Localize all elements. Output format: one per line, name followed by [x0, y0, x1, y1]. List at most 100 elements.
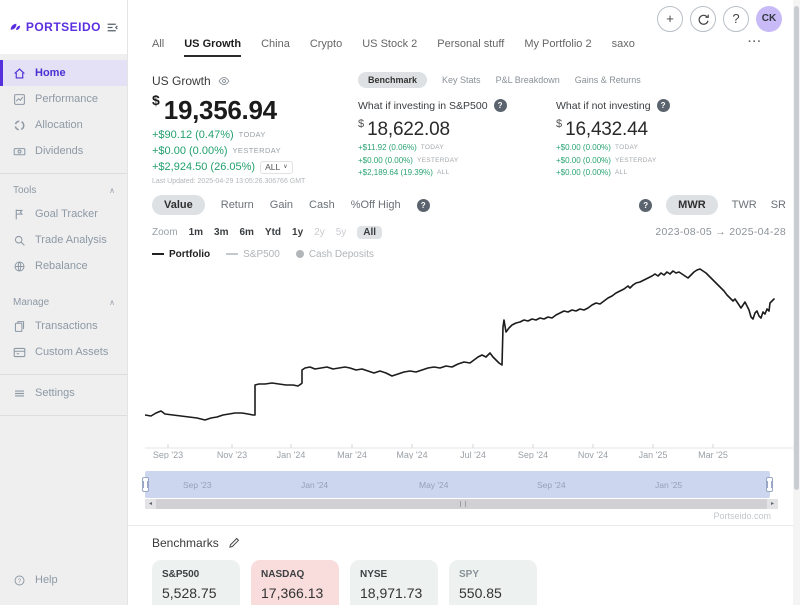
dividends-banknote-icon: [13, 147, 26, 155]
question-icon[interactable]: ?: [493, 99, 507, 112]
mode-twr[interactable]: TWR: [731, 199, 757, 211]
svg-text:May '24: May '24: [396, 450, 427, 459]
scroll-right-arrow-icon[interactable]: ▸: [767, 499, 778, 509]
scroll-left-arrow-icon[interactable]: ◂: [145, 499, 156, 509]
magnifier-icon: [14, 235, 25, 246]
zoom-ytd[interactable]: Ytd: [264, 226, 282, 238]
sidebar-section-manage[interactable]: Manage ∧: [13, 297, 115, 308]
question-icon[interactable]: ?: [416, 198, 430, 212]
return-mode-group: ? MWR TWR SR: [639, 195, 786, 215]
legend-portfolio[interactable]: Portfolio: [152, 249, 210, 260]
stat-tab-gains-returns[interactable]: Gains & Returns: [574, 75, 641, 85]
sidebar-section-tools[interactable]: Tools ∧: [13, 185, 115, 196]
main-content: + ? CK All US Growth China Crypto US Sto…: [128, 0, 800, 605]
date-range[interactable]: 2023-08-05 → 2025-04-28: [655, 226, 786, 238]
legend-sp500[interactable]: S&P500: [226, 249, 280, 260]
chart-range-navigator[interactable]: Sep '23 Jan '24 May '24 Sep '24 Jan '25: [142, 471, 773, 498]
stat-tabs: Benchmark Key Stats P&L Breakdown Gains …: [358, 72, 724, 88]
sidebar-item-custom-assets[interactable]: Custom Assets: [0, 339, 127, 365]
metric-tab-cash[interactable]: Cash: [309, 199, 335, 211]
brand-name: PORTSEIDO: [25, 20, 101, 34]
zoom-row: Zoom 1m 3m 6m Ytd 1y 2y 5y All 2023-08-0…: [152, 224, 786, 240]
sidebar-item-transactions[interactable]: Transactions: [0, 313, 127, 339]
question-icon[interactable]: ?: [656, 99, 670, 112]
benchmark-card[interactable]: NYSE 18,971.73 +71.93 (0.38%): [350, 560, 438, 605]
portfolio-chart-svg: Sep '23 Nov '23 Jan '24 Mar '24 May '24 Jul '…: [144, 268, 793, 460]
change-yesterday: +$0.00 (0.00%) YESTERDAY: [152, 145, 282, 157]
sidebar-collapse-icon[interactable]: [106, 21, 119, 34]
portfolio-summary: US Growth $19,356.94 +$90.12 (0.47%) TOD…: [152, 74, 357, 185]
legend-cash-deposits[interactable]: Cash Deposits: [295, 249, 374, 260]
stat-tab-benchmark[interactable]: Benchmark: [358, 72, 428, 88]
tab-us-stock-2[interactable]: US Stock 2: [362, 37, 418, 50]
eye-icon[interactable]: [218, 75, 230, 87]
benchmark-card[interactable]: S&P500 5,528.75 +3.54 (0.06%): [152, 560, 240, 605]
summary-section: US Growth $19,356.94 +$90.12 (0.47%) TOD…: [128, 64, 800, 185]
benchmarks-header: Benchmarks: [152, 535, 800, 551]
documents-icon: [14, 320, 25, 332]
stat-tab-key-stats[interactable]: Key Stats: [442, 75, 481, 85]
navigator-tick: Jan '24: [301, 480, 329, 490]
last-updated: Last Updated: 2025-04-29 13:05:26.306766…: [152, 178, 306, 185]
metric-tab-return[interactable]: Return: [220, 199, 254, 211]
tab-china[interactable]: China: [261, 37, 290, 50]
portfolio-tabs: All US Growth China Crypto US Stock 2 Pe…: [152, 34, 800, 60]
portfolio-title-row: US Growth: [152, 74, 357, 88]
sidebar-item-settings[interactable]: Settings: [0, 380, 127, 406]
metric-tab-gain[interactable]: Gain: [269, 199, 294, 211]
tab-personal-stuff[interactable]: Personal stuff: [437, 37, 505, 50]
refresh-button[interactable]: [690, 6, 716, 32]
stat-tab-pl-breakdown[interactable]: P&L Breakdown: [495, 75, 560, 85]
metric-tab-value[interactable]: Value: [152, 195, 205, 215]
help-button[interactable]: ?: [723, 6, 749, 32]
watermark: Portseido.com: [713, 511, 771, 521]
sidebar-item-help[interactable]: ? Help: [0, 567, 127, 593]
tab-all[interactable]: All: [152, 37, 165, 50]
change-all: +$2,924.50 (26.05%) ALL ∨: [152, 160, 357, 174]
tab-saxo[interactable]: saxo: [611, 37, 635, 50]
tabs-overflow-icon[interactable]: ···: [748, 36, 762, 48]
zoom-all[interactable]: All: [357, 225, 383, 239]
zoom-1m[interactable]: 1m: [188, 226, 204, 238]
sidebar-item-trade-analysis[interactable]: Trade Analysis: [0, 227, 127, 253]
allocation-donut-icon: [14, 120, 25, 130]
tab-us-growth[interactable]: US Growth: [184, 38, 242, 57]
what-if-sp500-value: $18,622.08: [358, 118, 450, 140]
chevron-down-icon: ∨: [283, 164, 288, 170]
scrollbar-thumb[interactable]: [156, 499, 767, 509]
portfolio-chart[interactable]: Sep '23 Nov '23 Jan '24 Mar '24 May '24 Jul '…: [144, 263, 793, 460]
edit-pencil-icon[interactable]: [228, 537, 240, 549]
navigator-right-handle[interactable]: [766, 477, 773, 492]
period-dropdown[interactable]: ALL ∨: [260, 160, 293, 174]
tab-my-portfolio-2[interactable]: My Portfolio 2: [524, 37, 592, 50]
benchmark-cards: S&P500 5,528.75 +3.54 (0.06%) NASDAQ 17,…: [152, 560, 800, 605]
what-if-row: What if investing in S&P500 ? $18,622.08…: [358, 99, 724, 179]
question-icon[interactable]: ?: [639, 198, 653, 212]
metric-tabs-row: Value Return Gain Cash %Off High ? ? MWR…: [152, 194, 786, 216]
add-portfolio-button[interactable]: +: [657, 6, 683, 32]
sidebar-item-home[interactable]: Home: [0, 60, 127, 86]
svg-text:Jan '24: Jan '24: [277, 450, 306, 459]
tab-crypto[interactable]: Crypto: [309, 37, 343, 50]
avatar[interactable]: CK: [756, 6, 782, 32]
dot-swatch: [295, 250, 304, 258]
benchmark-card[interactable]: SPY 550.85 +0.21 (0.04%): [449, 560, 537, 605]
sidebar-item-goal-tracker[interactable]: Goal Tracker: [0, 201, 127, 227]
sidebar-item-rebalance[interactable]: Rebalance: [0, 253, 127, 279]
performance-chart-icon: [14, 93, 25, 105]
svg-text:Mar '25: Mar '25: [698, 450, 728, 459]
sidebar-item-dividends[interactable]: Dividends: [0, 138, 127, 164]
zoom-1y[interactable]: 1y: [292, 226, 304, 238]
navigator-left-handle[interactable]: [142, 477, 149, 492]
sidebar-item-allocation[interactable]: Allocation: [0, 112, 127, 138]
zoom-6m[interactable]: 6m: [239, 226, 254, 238]
mode-sr[interactable]: SR: [770, 199, 786, 211]
zoom-3m[interactable]: 3m: [214, 226, 229, 238]
sidebar-item-performance[interactable]: Performance: [0, 86, 127, 112]
svg-text:Nov '24: Nov '24: [578, 450, 608, 459]
mode-mwr[interactable]: MWR: [666, 195, 718, 215]
benchmark-card[interactable]: NASDAQ 17,366.13 -16.81 (-0.10%): [251, 560, 339, 605]
scrollbar-thumb[interactable]: [794, 6, 799, 490]
metric-tab-off-high[interactable]: %Off High: [350, 199, 401, 211]
